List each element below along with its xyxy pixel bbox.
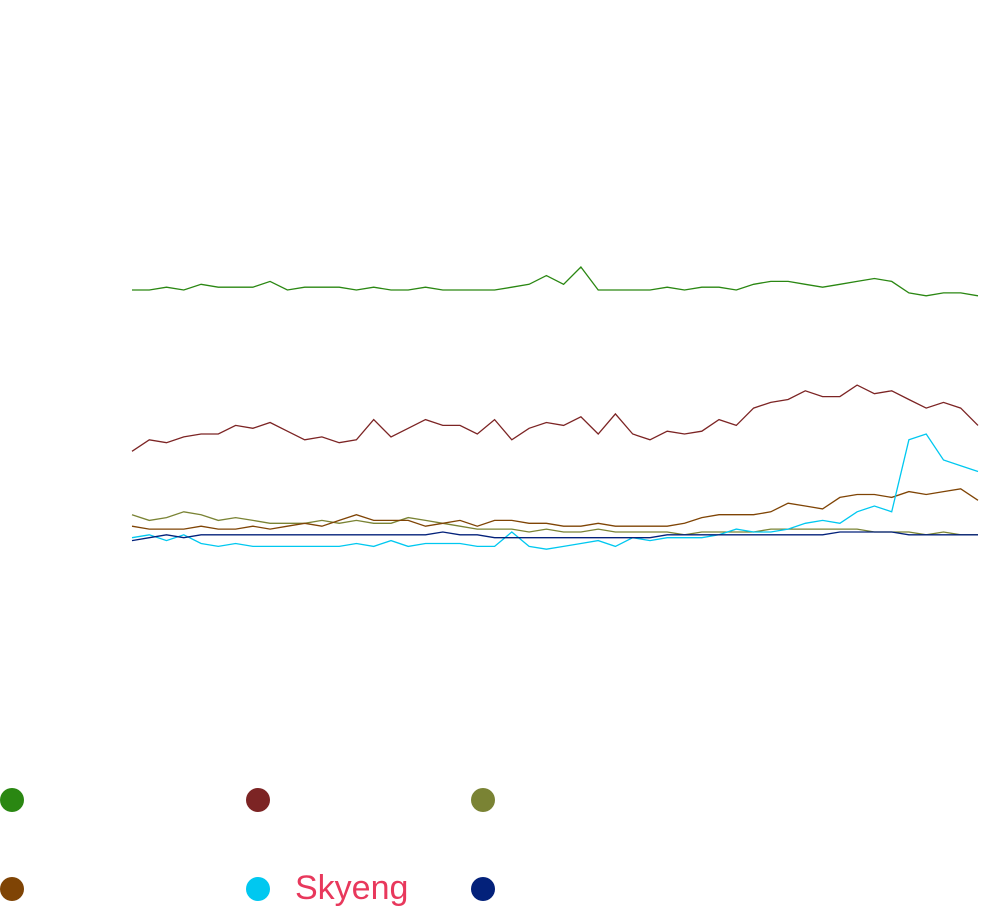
- legend-label: Skyeng: [295, 869, 408, 907]
- legend-swatch: [246, 788, 270, 812]
- series-line: [131, 531, 978, 542]
- legend-swatch: [0, 877, 24, 901]
- legend-swatch: [471, 788, 495, 812]
- series-line: [131, 488, 979, 530]
- series-line: [131, 511, 978, 536]
- legend-swatch: [246, 877, 270, 901]
- series-line: [131, 384, 979, 452]
- series-line: [132, 266, 979, 297]
- legend-swatch: [471, 877, 495, 901]
- series-line: [131, 433, 979, 550]
- legend-swatch: [0, 788, 24, 812]
